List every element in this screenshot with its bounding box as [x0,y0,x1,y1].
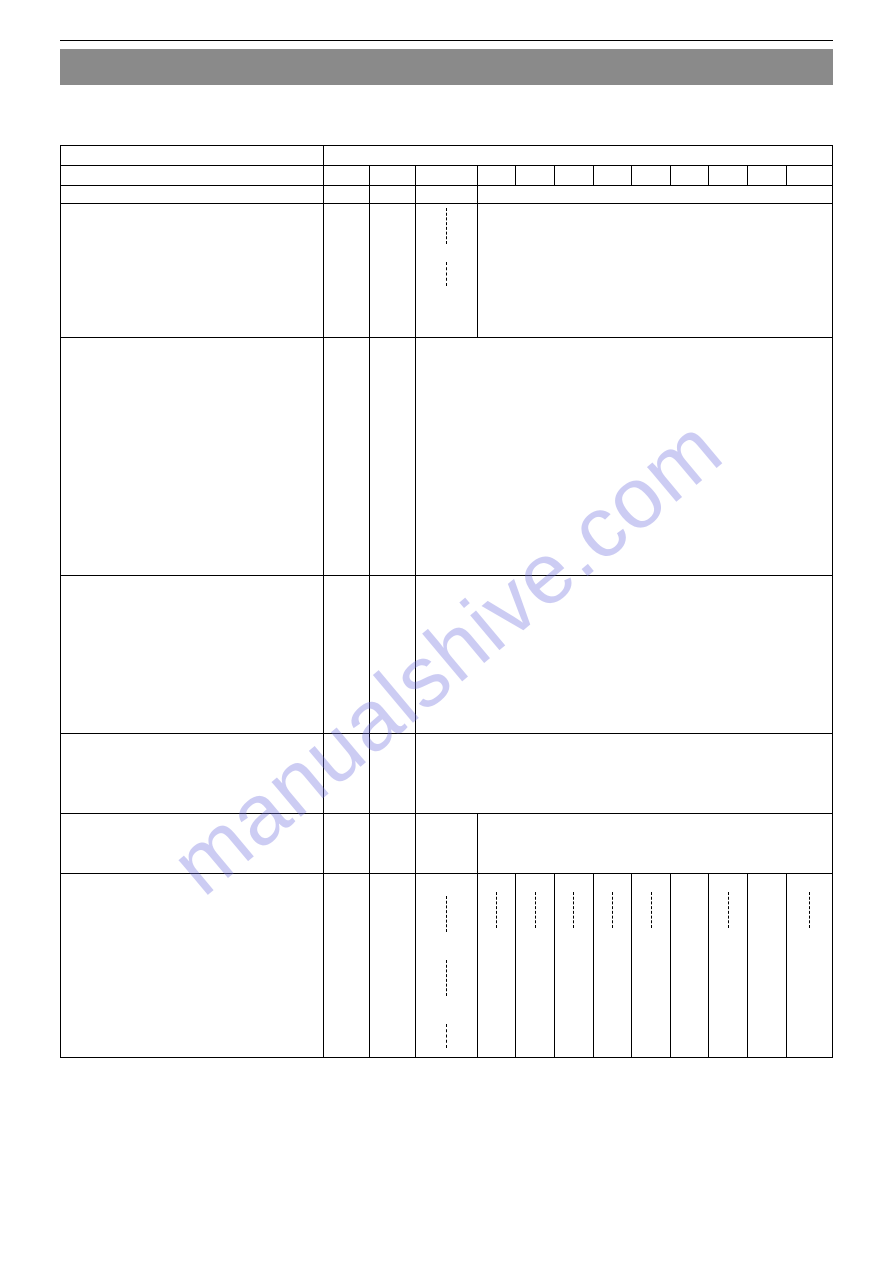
subheader-col-0 [323,166,369,186]
row5-c3 [416,814,478,874]
row6-s4 [632,874,671,1058]
dash-icon [446,262,447,286]
subheader-col-6 [593,166,632,186]
row6-s2 [555,874,594,1058]
dash-icon [612,892,613,928]
footer-space [60,1058,833,1178]
subheader-col-1 [369,166,415,186]
subheader-col-5 [555,166,594,186]
subheader-col-4 [516,166,555,186]
subheader-col-3 [477,166,516,186]
row2-c2 [369,338,415,576]
dash-icon [446,1024,447,1048]
thin-left [61,186,324,204]
table-row [61,204,833,338]
section-heading-bar [60,49,833,85]
dash-icon [651,892,652,928]
table-header-row [61,146,833,166]
row4-c2 [369,734,415,814]
row1-c3 [416,204,478,338]
table-row [61,734,833,814]
row5-label [61,814,324,874]
row2-c1 [323,338,369,576]
row3-merged-right [416,576,833,734]
row3-label [61,576,324,734]
header-left [61,146,324,166]
subheader-col-2 [416,166,478,186]
thin-c1 [323,186,369,204]
row5-c1 [323,814,369,874]
thin-merged-right [477,186,832,204]
row6-c2 [369,874,415,1058]
row4-merged-right [416,734,833,814]
row3-c1 [323,576,369,734]
dash-icon [809,892,810,928]
subheader-col-9 [709,166,748,186]
subheader-col-8 [670,166,709,186]
row4-label [61,734,324,814]
spec-table [60,145,833,1058]
row6-c1 [323,874,369,1058]
row6-s1 [516,874,555,1058]
thin-c2 [369,186,415,204]
row1-c2 [369,204,415,338]
row6-c3 [416,874,478,1058]
row1-label [61,204,324,338]
row6-s5 [670,874,709,1058]
row2-label [61,338,324,576]
top-rule [60,40,833,41]
dash-icon [728,892,729,928]
dash-icon [535,892,536,928]
row1-merged-right [477,204,832,338]
row6-s8 [786,874,832,1058]
row1-c1 [323,204,369,338]
row4-c1 [323,734,369,814]
table-row [61,814,833,874]
table-row [61,874,833,1058]
thin-c3 [416,186,478,204]
table-row [61,576,833,734]
table-thin-row [61,186,833,204]
row5-merged-right [477,814,832,874]
dash-icon [496,892,497,928]
subheader-col-7 [632,166,671,186]
row6-s7 [748,874,787,1058]
dash-icon [573,892,574,928]
header-right-group [323,146,833,166]
row2-merged-right [416,338,833,576]
table-row [61,338,833,576]
row6-s0 [477,874,516,1058]
subheader-col-11 [786,166,832,186]
dash-icon [446,896,447,932]
row6-label [61,874,324,1058]
row6-s6 [709,874,748,1058]
table-subheader-row [61,166,833,186]
dash-icon [446,960,447,996]
row5-c2 [369,814,415,874]
dash-icon [446,208,447,244]
pretable-text [60,97,833,137]
row3-c2 [369,576,415,734]
row6-s3 [593,874,632,1058]
subheader-col-10 [748,166,787,186]
subheader-left [61,166,324,186]
